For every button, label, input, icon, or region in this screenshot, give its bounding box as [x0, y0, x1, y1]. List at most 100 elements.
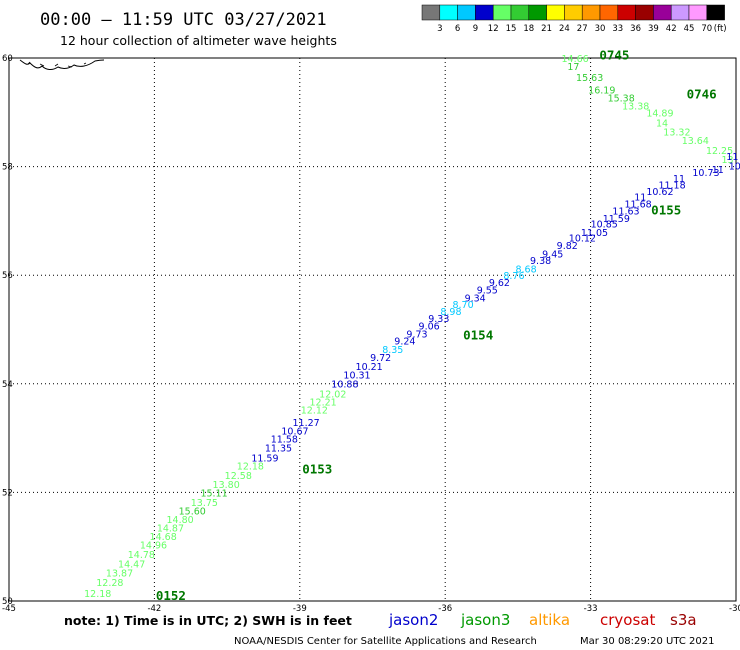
wave-height-point: 9.62 [489, 278, 510, 289]
color-scale-label: 33 [612, 24, 623, 34]
wave-height-point: 13.87 [106, 569, 133, 580]
satellite-legend-entry: s3a [670, 611, 697, 629]
y-tick-label: 52 [2, 488, 13, 498]
wave-height-point: 13.32 [663, 128, 690, 139]
color-scale-unit: (ft) [714, 24, 727, 34]
wave-height-point: 10.67 [281, 426, 308, 437]
wave-height-point: 13.75 [191, 498, 218, 509]
color-scale-swatch [617, 4, 636, 21]
wave-height-point: 10.21 [356, 362, 383, 373]
satellite-legend-entry: altika [529, 611, 570, 629]
wave-height-point: 13.80 [213, 480, 240, 491]
y-tick-label: 56 [2, 271, 13, 281]
wave-height-point: 15.38 [608, 93, 635, 104]
x-axis-ticks: -45 -42 -39 -36 -33 -30 [2, 604, 740, 614]
color-scale-label: 42 [666, 24, 677, 34]
footer-credit: NOAA/NESDIS Center for Satellite Applica… [234, 636, 537, 647]
wave-height-point: 10.85 [591, 219, 618, 230]
color-scale-legend: 3 6 9 12 15 18 21 24 27 30 33 36 39 42 45 70 (ft) [421, 4, 727, 34]
wave-height-point: 8.76 [503, 271, 524, 282]
y-tick-label: 60 [2, 54, 13, 64]
pass-time-label: 0153 [302, 461, 332, 476]
wave-height-point: 11.68 [625, 199, 652, 210]
color-scale-swatch [439, 4, 458, 21]
wave-height-point: 14.66 [562, 54, 589, 65]
color-scale-swatch [457, 4, 476, 21]
wave-height-point: 11.58 [271, 434, 298, 445]
y-tick-label: 50 [2, 597, 13, 607]
color-scale-swatch [635, 4, 654, 21]
color-scale-label: 21 [541, 24, 552, 34]
wave-height-point: 15.60 [179, 507, 206, 518]
x-tick-label: -33 [584, 604, 598, 614]
color-scale-swatch [492, 4, 512, 21]
wave-height-point: 8.70 [452, 300, 473, 311]
wave-height-point: 9.55 [477, 286, 498, 297]
wave-height-point: 11 [673, 174, 685, 185]
wave-height-point: 10.12 [569, 234, 596, 245]
satellite-legend-entry: jason3 [460, 611, 510, 629]
wave-height-point: 9.34 [465, 293, 486, 304]
pass-time-label: 0155 [651, 202, 681, 217]
pass-time-label: 0746 [687, 87, 717, 102]
color-scale-swatch [581, 4, 601, 21]
color-scale-swatch [599, 4, 619, 21]
wave-height-point: 9.73 [406, 330, 427, 341]
x-tick-label: -36 [438, 604, 452, 614]
wave-height-point: 14.78 [128, 550, 155, 561]
wave-height-point: 12.18 [84, 589, 111, 600]
wave-height-point: 10.62 [646, 187, 673, 198]
chart-title: 00:00 – 11:59 UTC 03/27/2021 [40, 10, 327, 30]
wave-height-point: 17 [567, 62, 579, 73]
wave-height-point: 9.33 [428, 314, 449, 325]
x-tick-label: -30 [729, 604, 740, 614]
wave-height-point: 14.87 [157, 523, 184, 534]
color-scale-swatch [421, 4, 441, 21]
wave-height-point: 8.98 [440, 307, 461, 318]
color-scale-label: 45 [684, 24, 695, 34]
x-tick-label: -45 [2, 604, 16, 614]
wave-height-point: 10.31 [343, 370, 370, 381]
satellite-legend-entry: jason2 [388, 611, 438, 629]
color-scale-label: 18 [523, 24, 534, 34]
coastline-fragment [19, 59, 105, 70]
color-scale-label: 36 [630, 24, 641, 34]
wave-height-point: 11 [712, 165, 724, 176]
color-scale-label: 9 [473, 24, 478, 34]
satellite-legend: jason2 jason3 altika cryosat s3a [388, 611, 697, 629]
color-scale-label: 70 [701, 24, 712, 34]
color-scale-swatch [706, 4, 725, 21]
wave-height-point: 10.96 [729, 161, 740, 172]
color-scale-swatch [670, 4, 690, 21]
wave-height-point: 13 [721, 155, 733, 166]
wave-height-point: 15.11 [200, 489, 227, 500]
y-tick-label: 54 [2, 380, 13, 390]
wave-height-point: 14.96 [140, 540, 167, 551]
wave-height-point: 10.88 [331, 380, 358, 391]
wave-height-point: 13.64 [682, 136, 709, 147]
color-scale-swatch [564, 4, 583, 21]
wave-height-point: 8.68 [515, 264, 536, 275]
color-scale-label: 39 [648, 24, 659, 34]
wave-height-point: 11 [726, 152, 738, 163]
color-scale-swatch [475, 4, 494, 21]
color-scale-label: 15 [506, 24, 517, 34]
wave-height-point: 12.25 [706, 146, 733, 157]
color-scale-label: 6 [455, 24, 460, 34]
wave-height-point: 11 [634, 192, 646, 203]
color-scale-label: 12 [488, 24, 499, 34]
wave-height-point: 13.38 [622, 102, 649, 113]
wave-height-point: 12.02 [319, 389, 346, 400]
wave-height-point: 11.59 [251, 453, 278, 464]
wave-height-point: 14.89 [646, 109, 673, 120]
wave-height-point: 9.45 [542, 249, 563, 260]
color-scale-label: 30 [595, 24, 606, 34]
color-scale-label: 3 [437, 24, 442, 34]
wave-height-point: 11.35 [265, 444, 292, 455]
plot-frame [8, 57, 737, 602]
y-tick-label: 58 [2, 163, 13, 173]
wave-height-point: 16.19 [588, 85, 615, 96]
x-tick-label: -42 [147, 604, 161, 614]
wave-height-point: 10.73 [692, 168, 719, 179]
